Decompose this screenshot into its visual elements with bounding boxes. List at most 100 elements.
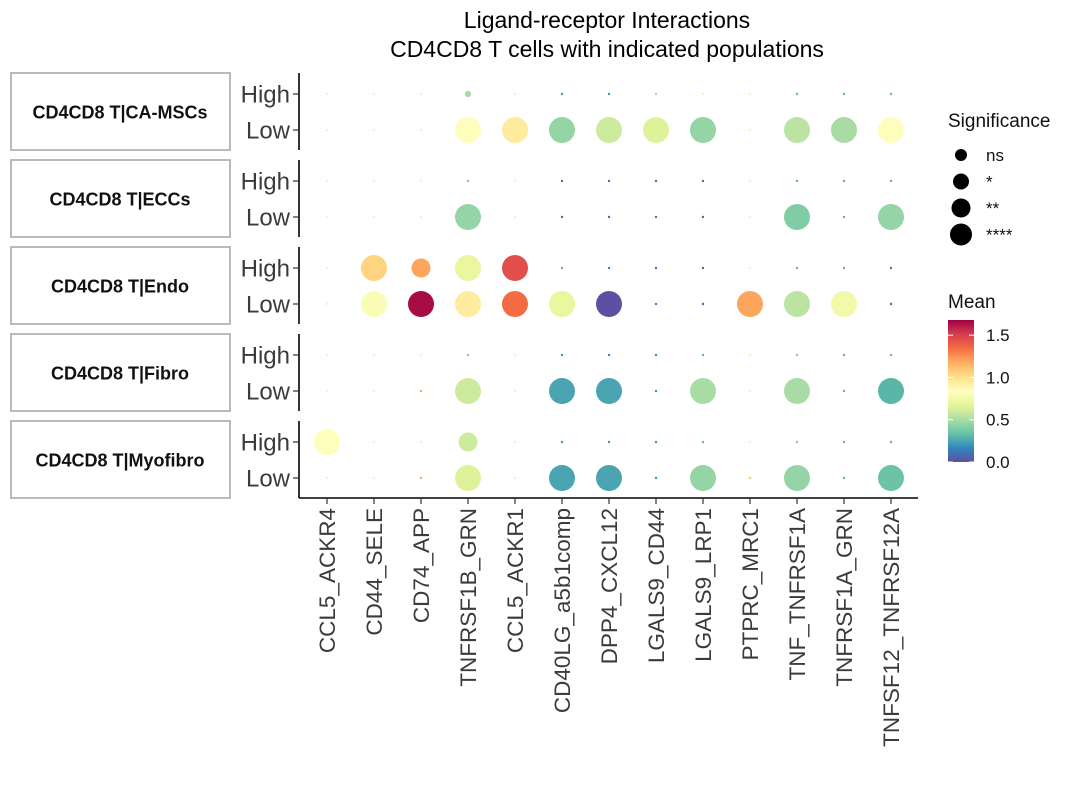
data-point [466,353,470,357]
mean-legend: Mean 1.5 1.0 0.5 0.0 [948,292,1010,472]
data-point [607,353,611,357]
facet-strip [10,159,231,238]
data-point [748,266,752,270]
data-point [748,440,752,444]
data-point [842,179,846,183]
facet-panel: CD4CD8 T|CA-MSCs High Low [10,72,904,151]
x-tick-label: CD44_SELE [362,508,387,636]
data-point [325,179,329,183]
facet-panel: CD4CD8 T|Myofibro High Low [10,420,904,499]
facet-label: CD4CD8 T|ECCs [49,190,190,210]
data-point [784,117,810,143]
data-point [831,291,857,317]
y-tick-label: High [241,169,290,196]
data-point [455,291,481,317]
colorbar-label: 1.0 [986,368,1010,387]
data-point [419,215,423,219]
data-point [455,378,481,404]
data-point [372,92,376,96]
data-point [372,128,376,132]
data-point [654,215,658,219]
x-tick-label: LGALS9_LRP1 [691,508,716,662]
data-point [784,465,810,491]
data-point [701,302,705,306]
data-point [325,353,329,357]
legend-key [950,223,972,246]
data-point [842,215,846,219]
x-tick-label: TNF_TNFRSF1A [785,508,810,681]
data-point [654,440,658,444]
data-point [560,215,564,219]
data-point [889,440,893,444]
facet-strip [10,72,231,151]
data-point [419,92,423,96]
data-point [878,204,904,230]
data-point [795,92,799,96]
data-point [325,128,329,132]
data-point [701,215,705,219]
facet-strip [10,333,231,412]
data-point [502,291,528,317]
legend-label: ns [986,146,1004,165]
data-point [560,92,564,96]
colorbar [948,320,974,462]
data-point [607,179,611,183]
data-point [372,215,376,219]
data-point [607,215,611,219]
data-point [361,255,387,281]
data-point [372,389,376,393]
data-point [748,179,752,183]
data-point [466,179,470,183]
data-point [419,179,423,183]
data-point [701,179,705,183]
chart-title: Ligand-receptor Interactions [464,7,750,33]
data-point [419,476,423,480]
data-point [372,179,376,183]
x-tick-label: LGALS9_CD44 [644,508,669,663]
data-point [690,378,716,404]
data-point [748,215,752,219]
data-point [596,291,622,317]
data-point [513,179,517,183]
data-point [701,440,705,444]
data-point [784,204,810,230]
data-point [748,389,752,393]
chart-subtitle: CD4CD8 T cells with indicated population… [390,36,824,62]
data-point [878,465,904,491]
legend-label: **** [986,226,1013,245]
data-point [325,266,329,270]
data-point [419,389,423,393]
data-point [831,117,857,143]
x-tick-label: DPP4_CXCL12 [597,508,622,664]
data-point [455,255,481,281]
data-point [701,353,705,357]
data-point [549,465,575,491]
data-point [464,90,472,98]
legend-key [955,149,967,161]
data-point [325,476,329,480]
data-point [842,440,846,444]
data-point [842,353,846,357]
data-point [419,128,423,132]
data-point [513,353,517,357]
data-point [560,440,564,444]
data-point [513,389,517,393]
facet-panel: CD4CD8 T|ECCs High Low [10,159,904,238]
facet-label: CD4CD8 T|Myofibro [35,451,204,471]
data-point [361,291,387,317]
data-point [596,378,622,404]
y-tick-label: High [241,343,290,370]
data-point [419,353,423,357]
legend-key [953,173,969,190]
facet-label: CD4CD8 T|CA-MSCs [32,103,207,123]
data-point [878,378,904,404]
data-point [842,476,846,480]
data-point [372,476,376,480]
data-point [889,266,893,270]
data-point [795,179,799,183]
y-tick-label: Low [246,466,291,493]
x-tick-label: TNFRSF1B_GRN [456,508,481,687]
y-tick-label: Low [246,292,291,319]
colorbar-label: 1.5 [986,326,1010,345]
